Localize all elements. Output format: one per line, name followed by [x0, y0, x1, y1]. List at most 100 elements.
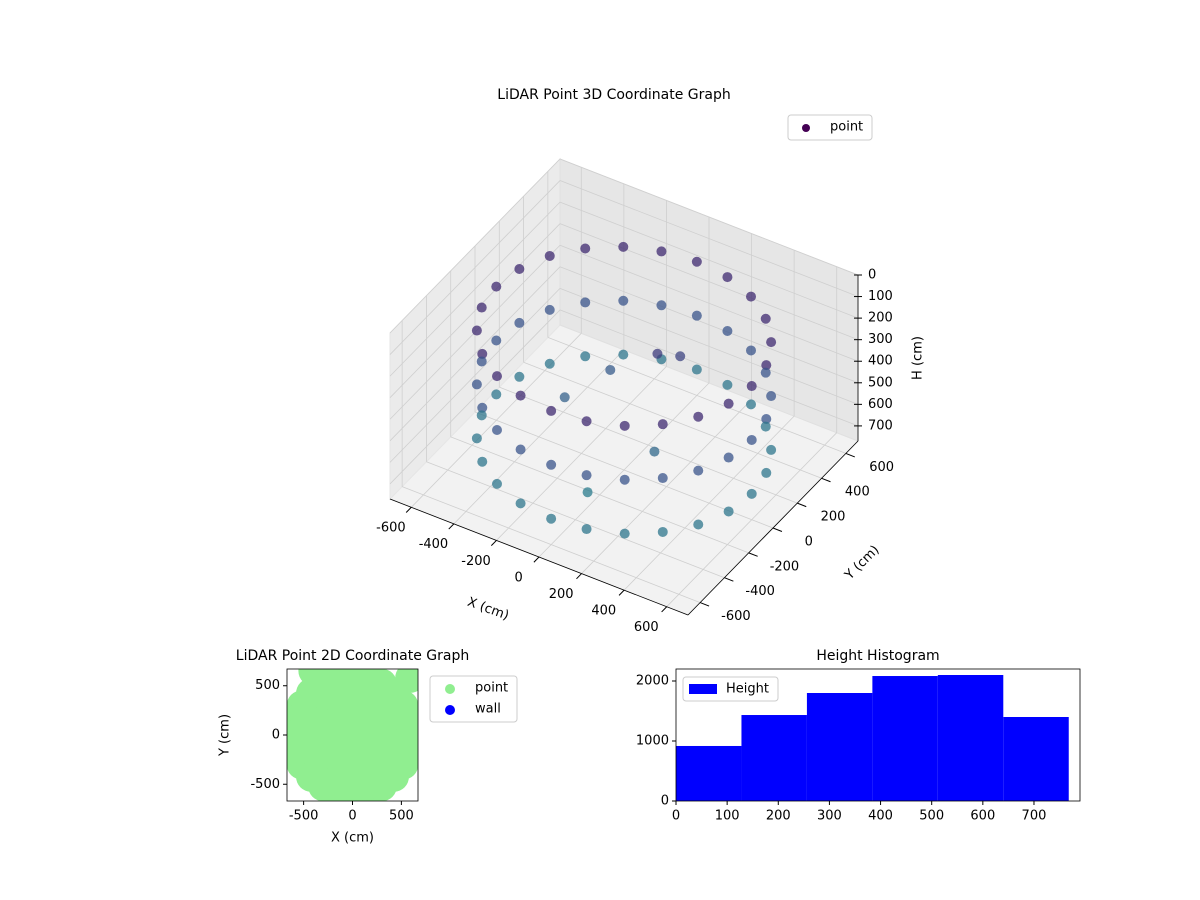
x-axis [389, 498, 689, 616]
point [477, 348, 488, 359]
bar [937, 675, 1004, 801]
bar [872, 676, 938, 801]
y-tick [748, 552, 758, 557]
point [514, 317, 525, 328]
point [582, 487, 593, 498]
point [761, 414, 772, 425]
x-tick-label: 600 [634, 620, 659, 635]
grid-line [389, 266, 561, 442]
x-tick [576, 573, 582, 580]
z-tick-label: 600 [868, 397, 893, 412]
x-axis-label: X (cm) [331, 831, 374, 846]
grid-line [389, 180, 561, 355]
grid-line [389, 288, 561, 463]
point [581, 470, 592, 481]
point [492, 478, 502, 489]
y-tick [797, 502, 807, 508]
point [544, 250, 555, 261]
point [491, 389, 502, 400]
z-tick-label: 400 [868, 354, 893, 369]
point [580, 351, 591, 362]
point [514, 371, 525, 382]
point [723, 398, 734, 409]
z-tick-label: 200 [868, 311, 893, 326]
point [471, 325, 482, 336]
y-tick-label: 500 [255, 678, 280, 693]
x-tick-label: 400 [868, 809, 893, 824]
point [619, 474, 630, 485]
x-tick-label: 300 [817, 809, 842, 824]
y-tick-label: -400 [745, 584, 775, 599]
point [760, 313, 771, 324]
bar [1003, 717, 1069, 801]
point [491, 335, 502, 346]
grid-line [559, 180, 859, 297]
grid-line [547, 337, 847, 454]
grid-line [559, 266, 859, 384]
x-tick-label: -600 [376, 521, 406, 536]
point [652, 348, 663, 359]
point [761, 360, 772, 371]
x-tick-label: 0 [514, 570, 522, 585]
point [394, 735, 418, 766]
point [477, 456, 488, 467]
point [766, 444, 777, 455]
point [693, 411, 704, 422]
grid-line [559, 158, 859, 276]
x-tick-label: 200 [766, 809, 791, 824]
point [581, 416, 592, 427]
point [618, 241, 629, 252]
y-tick-label: -200 [770, 559, 800, 574]
point [766, 391, 777, 402]
y-tick-label: 2000 [636, 674, 669, 689]
point [656, 300, 667, 311]
point [691, 310, 702, 321]
point [746, 434, 757, 445]
x-tick-label: 700 [1022, 809, 1047, 824]
legend-marker [802, 124, 810, 132]
legend-box [787, 114, 873, 141]
point [477, 402, 488, 413]
point [491, 281, 502, 292]
y-tick [772, 527, 783, 532]
plot-2d: -500 0 500 -500 0 500 X (cm) Y (cm) LiDAR Point … [218, 648, 518, 846]
legend-marker [689, 684, 717, 694]
y-tick-label: 600 [869, 460, 894, 475]
x-tick-label: 0 [348, 809, 356, 824]
point [766, 337, 777, 348]
chart-title: Height Histogram [816, 648, 939, 664]
z-tick-label: 300 [868, 332, 893, 347]
point [492, 371, 502, 382]
grid-line [559, 244, 859, 362]
x-tick [533, 556, 540, 563]
point [657, 526, 668, 537]
legend-label: point [475, 681, 508, 696]
point [580, 297, 591, 308]
x-tick-label: 500 [919, 809, 944, 824]
point [693, 519, 704, 530]
point [675, 351, 686, 362]
point [546, 513, 557, 524]
z-tick-label: 100 [868, 289, 893, 304]
point [581, 524, 592, 535]
point [605, 364, 616, 375]
point [760, 421, 771, 432]
point [691, 364, 702, 375]
x-tick [661, 606, 668, 613]
point [618, 295, 629, 306]
grid-line [389, 223, 561, 398]
x-tick-label: -500 [289, 809, 319, 824]
point [722, 379, 733, 390]
point [471, 379, 482, 390]
grid-line [389, 309, 561, 485]
point [546, 405, 557, 416]
grid-line [559, 287, 859, 405]
x-tick [448, 523, 455, 530]
points [287, 669, 418, 801]
y-tick-label: 0 [805, 534, 813, 549]
legend-marker [445, 684, 455, 694]
x-tick-label: 200 [549, 587, 574, 602]
point [746, 488, 757, 499]
axes-frame [675, 668, 1081, 802]
z-tick-label: 0 [868, 268, 876, 283]
